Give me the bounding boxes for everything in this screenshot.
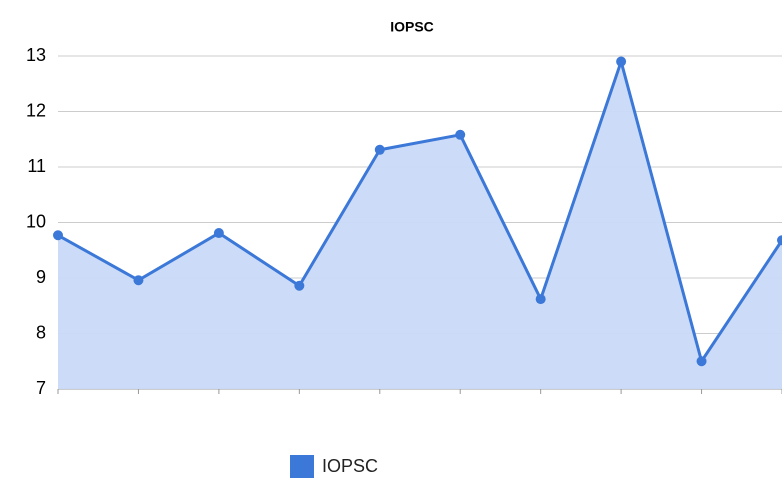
data-point	[294, 280, 305, 291]
y-tick-label: 12	[26, 100, 46, 120]
data-point	[696, 356, 707, 367]
chart-title: IOPSC	[390, 19, 434, 35]
y-tick-label: 7	[36, 378, 46, 398]
legend-swatch	[290, 455, 314, 478]
y-tick-label: 10	[26, 211, 46, 231]
y-tick-label: 11	[27, 156, 46, 176]
data-point	[535, 294, 546, 305]
data-point	[53, 230, 63, 241]
data-point	[213, 228, 224, 239]
data-point	[455, 129, 466, 140]
y-tick-label: 8	[36, 322, 46, 342]
data-point	[133, 275, 144, 286]
series-line	[57, 60, 782, 363]
y-tick-label: 13	[26, 45, 46, 65]
legend-label: IOPSC	[322, 456, 378, 476]
area-fill	[58, 61, 782, 390]
data-point	[616, 56, 627, 67]
y-tick-label: 9	[36, 267, 46, 287]
data-point	[777, 235, 782, 246]
data-point	[374, 144, 385, 155]
